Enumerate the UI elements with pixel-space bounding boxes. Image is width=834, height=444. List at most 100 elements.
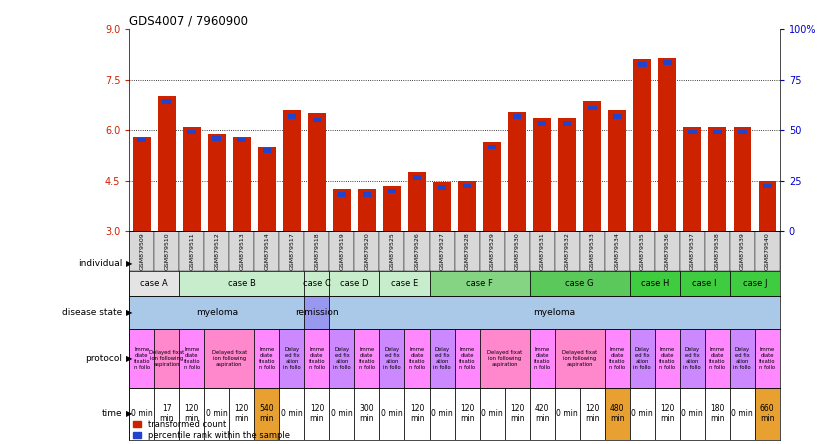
Text: GDS4007 / 7960900: GDS4007 / 7960900 xyxy=(129,15,249,28)
Text: case H: case H xyxy=(641,279,669,288)
Bar xyxy=(688,130,696,134)
Bar xyxy=(759,181,776,231)
Bar xyxy=(259,147,276,231)
Text: Delay
ed fix
ation
in follo: Delay ed fix ation in follo xyxy=(433,347,451,370)
Bar xyxy=(605,329,630,388)
Text: Delay
ed fix
ation
in follo: Delay ed fix ation in follo xyxy=(633,347,651,370)
Text: 120
min: 120 min xyxy=(660,404,675,424)
Text: 0 min: 0 min xyxy=(481,409,503,418)
Text: GSM879539: GSM879539 xyxy=(740,233,745,270)
Bar xyxy=(555,231,580,271)
Bar xyxy=(404,329,430,388)
Bar xyxy=(555,388,580,440)
Bar xyxy=(279,329,304,388)
Bar xyxy=(630,271,680,296)
Bar xyxy=(179,231,204,271)
Text: ▶: ▶ xyxy=(126,409,133,418)
Bar xyxy=(354,329,379,388)
Bar xyxy=(254,231,279,271)
Text: case I: case I xyxy=(692,279,717,288)
Text: case J: case J xyxy=(742,279,767,288)
Bar xyxy=(734,127,751,231)
Text: GSM879527: GSM879527 xyxy=(440,233,445,270)
Bar xyxy=(630,329,655,388)
Bar xyxy=(188,130,196,134)
Bar xyxy=(480,388,505,440)
Bar xyxy=(655,231,680,271)
Bar xyxy=(630,388,655,440)
Bar xyxy=(559,119,575,231)
Bar xyxy=(129,231,154,271)
Text: 17
min: 17 min xyxy=(159,404,174,424)
Bar xyxy=(179,271,304,296)
Bar xyxy=(630,231,655,271)
Bar xyxy=(538,121,546,126)
Text: GSM879537: GSM879537 xyxy=(690,233,695,270)
Bar xyxy=(705,388,730,440)
Text: GSM879538: GSM879538 xyxy=(715,233,720,270)
Bar xyxy=(755,329,780,388)
Bar xyxy=(129,296,304,329)
Bar xyxy=(158,96,175,231)
Bar xyxy=(534,119,551,231)
Text: Delay
ed fix
ation
in follo: Delay ed fix ation in follo xyxy=(383,347,401,370)
Text: 660
min: 660 min xyxy=(760,404,775,424)
Text: time: time xyxy=(102,409,123,418)
Bar xyxy=(455,329,480,388)
Bar xyxy=(379,271,430,296)
Bar xyxy=(430,329,455,388)
Bar xyxy=(304,329,329,388)
Bar xyxy=(513,115,521,119)
Bar xyxy=(705,329,730,388)
Text: 0 min: 0 min xyxy=(731,409,753,418)
Text: Delay
ed fix
ation
in follo: Delay ed fix ation in follo xyxy=(333,347,351,370)
Bar xyxy=(588,106,596,111)
Bar xyxy=(404,388,430,440)
Bar xyxy=(730,271,780,296)
Bar xyxy=(580,231,605,271)
Text: Imme
diate
fixatio
n follo: Imme diate fixatio n follo xyxy=(409,347,425,370)
Text: 120
min: 120 min xyxy=(510,404,525,424)
Text: GSM879531: GSM879531 xyxy=(540,233,545,270)
Bar xyxy=(455,231,480,271)
Bar xyxy=(659,58,676,231)
Bar xyxy=(713,130,721,134)
Text: 0 min: 0 min xyxy=(131,409,153,418)
Text: myeloma: myeloma xyxy=(196,308,238,317)
Bar xyxy=(430,231,455,271)
Text: 120
min: 120 min xyxy=(309,404,324,424)
Text: Imme
diate
fixatio
n follo: Imme diate fixatio n follo xyxy=(659,347,676,370)
Text: 0 min: 0 min xyxy=(556,409,578,418)
Bar xyxy=(204,231,229,271)
Text: 180
min: 180 min xyxy=(710,404,725,424)
Bar xyxy=(363,192,371,197)
Bar xyxy=(334,189,351,231)
Text: case A: case A xyxy=(140,279,168,288)
Bar xyxy=(304,296,329,329)
Bar xyxy=(404,231,430,271)
Text: case B: case B xyxy=(228,279,256,288)
Bar xyxy=(563,121,571,126)
Bar xyxy=(329,271,379,296)
Bar xyxy=(388,189,396,193)
Bar xyxy=(154,388,179,440)
Bar xyxy=(379,329,404,388)
Text: Delayed fixat
ion following
aspiration: Delayed fixat ion following aspiration xyxy=(487,350,522,367)
Bar xyxy=(154,329,179,388)
Text: ▶: ▶ xyxy=(126,259,133,268)
Text: Delay
ed fix
ation
in follo: Delay ed fix ation in follo xyxy=(283,347,301,370)
Bar xyxy=(329,388,354,440)
Bar xyxy=(304,271,329,296)
Bar xyxy=(354,231,379,271)
Bar xyxy=(430,388,455,440)
Bar xyxy=(663,60,671,65)
Text: GSM879532: GSM879532 xyxy=(565,233,570,270)
Text: GSM879511: GSM879511 xyxy=(189,233,194,270)
Text: GSM879512: GSM879512 xyxy=(214,233,219,270)
Text: GSM879520: GSM879520 xyxy=(364,233,369,270)
Bar xyxy=(413,175,421,180)
Text: ▶: ▶ xyxy=(126,354,133,363)
Bar xyxy=(680,329,705,388)
Text: remission: remission xyxy=(295,308,339,317)
Bar xyxy=(738,130,746,134)
